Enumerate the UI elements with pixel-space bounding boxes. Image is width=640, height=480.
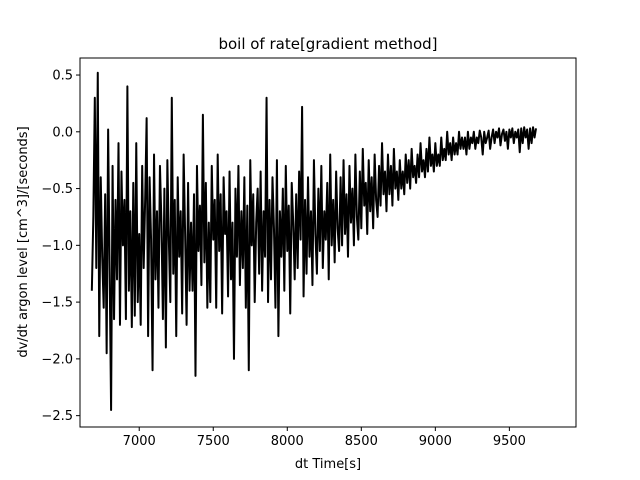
x-axis-ticks: 7000 7500 8000 8500 9000 9500 <box>123 427 526 449</box>
x-tick-label: 9500 <box>493 434 526 449</box>
y-tick-label: 0.0 <box>52 125 73 140</box>
y-tick-label: −2.0 <box>41 352 73 367</box>
chart-title: boil of rate[gradient method] <box>218 35 437 53</box>
x-tick-label: 7000 <box>123 434 156 449</box>
series-line-0 <box>90 71 538 411</box>
y-axis-label: dv/dt argon level [cm^3]/[seconds] <box>16 126 31 357</box>
x-tick-label: 7500 <box>197 434 230 449</box>
x-tick-label: 8500 <box>345 434 378 449</box>
y-tick-label: −0.5 <box>41 182 73 197</box>
y-tick-label: −1.5 <box>41 296 73 311</box>
series-layer <box>90 71 538 411</box>
y-tick-label: −1.0 <box>41 239 73 254</box>
y-tick-label: 0.5 <box>52 69 73 84</box>
y-axis-ticks: −2.5 −2.0 −1.5 −1.0 −0.5 0.0 0.5 <box>41 69 80 424</box>
x-tick-label: 9000 <box>419 434 452 449</box>
x-tick-label: 8000 <box>271 434 304 449</box>
axes-frame <box>79 57 577 428</box>
x-axis-label: dt Time[s] <box>295 457 361 472</box>
y-tick-label: −2.5 <box>41 409 73 424</box>
